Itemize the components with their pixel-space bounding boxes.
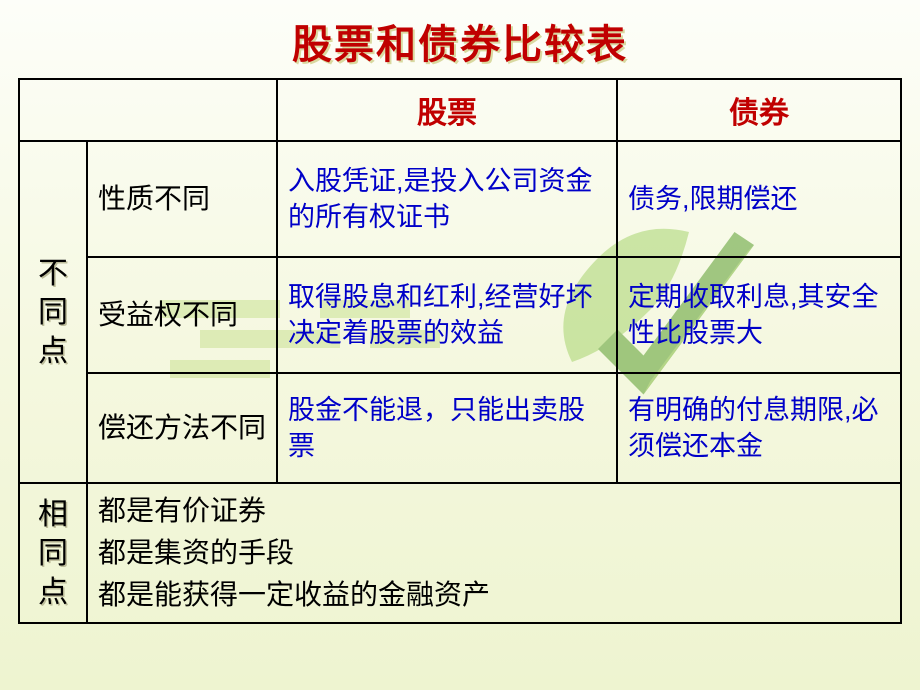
same-label-char2: 同 xyxy=(38,537,68,570)
header-stock: 股票 xyxy=(277,79,617,141)
bond-cell: 债务,限期偿还 xyxy=(617,141,901,257)
aspect-label: 偿还方法不同 xyxy=(87,373,277,483)
table-header-row: 股票 债券 xyxy=(19,79,901,141)
diff-label-char2: 同 xyxy=(38,296,68,329)
page-title: 股票和债券比较表 xyxy=(0,0,920,78)
table-row: 不 同 点 性质不同 入股凭证,是投入公司资金的所有权证书 债务,限期偿还 xyxy=(19,141,901,257)
stock-cell: 股金不能退，只能出卖股票 xyxy=(277,373,617,483)
header-blank xyxy=(19,79,277,141)
diff-label-char1: 不 xyxy=(38,257,68,290)
diff-group-label: 不 同 点 xyxy=(19,141,87,483)
similarities-cell: 都是有价证券 都是集资的手段 都是能获得一定收益的金融资产 xyxy=(87,483,901,623)
similarity-line: 都是能获得一定收益的金融资产 xyxy=(98,574,890,616)
stock-cell: 取得股息和红利,经营好坏决定着股票的效益 xyxy=(277,257,617,373)
similarity-line: 都是有价证券 xyxy=(98,490,890,532)
diff-label-char3: 点 xyxy=(38,335,68,368)
stock-cell: 入股凭证,是投入公司资金的所有权证书 xyxy=(277,141,617,257)
comparison-table: 股票 债券 不 同 点 性质不同 入股凭证,是投入公司资金的所有权证书 债务,限… xyxy=(18,78,902,624)
table-row: 偿还方法不同 股金不能退，只能出卖股票 有明确的付息期限,必须偿还本金 xyxy=(19,373,901,483)
bond-cell: 有明确的付息期限,必须偿还本金 xyxy=(617,373,901,483)
aspect-label: 受益权不同 xyxy=(87,257,277,373)
aspect-label: 性质不同 xyxy=(87,141,277,257)
bond-cell: 定期收取利息,其安全性比股票大 xyxy=(617,257,901,373)
table-row-similar: 相 同 点 都是有价证券 都是集资的手段 都是能获得一定收益的金融资产 xyxy=(19,483,901,623)
header-bond: 债券 xyxy=(617,79,901,141)
similarity-line: 都是集资的手段 xyxy=(98,532,890,574)
same-label-char1: 相 xyxy=(38,498,68,531)
table-row: 受益权不同 取得股息和红利,经营好坏决定着股票的效益 定期收取利息,其安全性比股… xyxy=(19,257,901,373)
same-group-label: 相 同 点 xyxy=(19,483,87,623)
same-label-char3: 点 xyxy=(38,576,68,609)
